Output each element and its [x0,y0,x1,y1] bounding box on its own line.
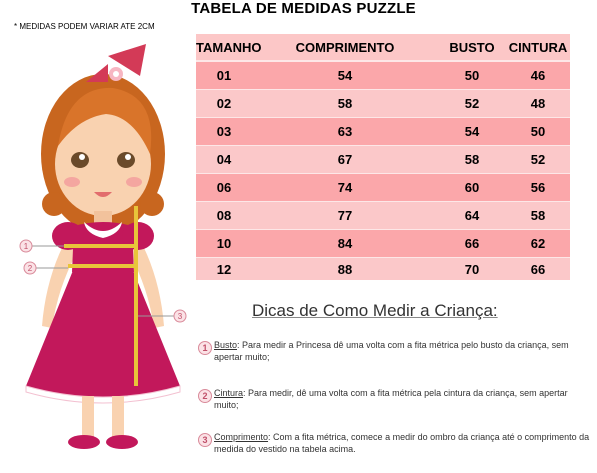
table-cell: 62 [530,236,546,251]
table-cell: 06 [216,180,232,195]
table-cell: 67 [337,152,353,167]
size-table: TAMANHO COMPRIMENTO BUSTO CINTURA 01 54 … [196,34,570,280]
table-row: 01 54 50 46 [196,62,570,89]
column-header: CINTURA [508,39,568,55]
column-header: TAMANHO [196,39,262,55]
table-row: 10 84 66 62 [196,230,570,257]
table-cell: 88 [337,261,353,277]
table-cell: 52 [464,96,480,111]
table-cell: 52 [530,152,546,167]
tip-keyword: Comprimento [214,432,269,442]
table-cell: 58 [464,152,480,167]
table-cell: 46 [530,68,546,83]
table-cell: 64 [464,208,480,223]
tip-text: Busto: Para medir a Princesa dê uma volt… [214,340,590,363]
table-row: 02 58 52 48 [196,90,570,117]
tip-description: : Para medir a Princesa dê uma volta com… [214,340,569,362]
table-cell: 84 [337,236,353,251]
table-cell: 54 [464,124,480,139]
table-row: 12 88 70 66 [196,258,570,280]
table-cell: 12 [216,261,232,277]
marker-2: 2 [28,264,33,273]
page-title: TABELA DE MEDIDAS PUZZLE [191,0,416,17]
table-cell: 74 [337,180,353,195]
table-cell: 50 [464,68,480,83]
table-cell: 60 [464,180,480,195]
marker-3: 3 [178,312,183,321]
tip-number-badge: 2 [198,389,212,403]
column-header: COMPRIMENTO [295,39,395,55]
tip-description: : Para medir, dê uma volta com a fita mé… [214,388,568,410]
tip-item-bust: 1 Busto: Para medir a Princesa dê uma vo… [198,340,590,363]
table-cell: 63 [337,124,353,139]
marker-1: 1 [24,242,29,251]
table-cell: 56 [530,180,546,195]
table-cell: 10 [216,236,232,251]
tips-title: Dicas de Como Medir a Criança: [252,301,498,320]
table-cell: 70 [464,261,480,277]
table-row: 04 67 58 52 [196,146,570,173]
measurement-note: * MEDIDAS PODEM VARIAR ATE 2CM [14,22,155,31]
tip-description: : Com a fita métrica, comece a medir do … [214,432,590,454]
tip-item-length: 3 Comprimento: Com a fita métrica, comec… [198,432,590,455]
tip-item-waist: 2 Cintura: Para medir, dê uma volta com … [198,388,590,411]
tip-number-badge: 3 [198,433,212,447]
table-cell: 08 [216,208,232,223]
table-cell: 54 [337,68,353,83]
table-cell: 58 [530,208,546,223]
table-header-row: TAMANHO COMPRIMENTO BUSTO CINTURA [196,34,570,60]
table-row: 03 63 54 50 [196,118,570,145]
column-header: BUSTO [449,39,495,55]
table-cell: 01 [216,68,232,83]
tip-keyword: Busto [214,340,238,350]
table-cell: 02 [216,96,232,111]
table-cell: 48 [530,96,546,111]
table-row: 08 77 64 58 [196,202,570,229]
girl-illustration: 1 2 3 [19,44,187,449]
table-row: 06 74 60 56 [196,174,570,201]
table-cell: 03 [216,124,232,139]
tip-text: Comprimento: Com a fita métrica, comece … [214,432,590,455]
tip-keyword: Cintura [214,388,244,398]
table-cell: 50 [530,124,546,139]
table-cell: 66 [464,236,480,251]
table-cell: 66 [530,261,546,277]
tip-number-badge: 1 [198,341,212,355]
tip-text: Cintura: Para medir, dê uma volta com a … [214,388,590,411]
table-cell: 77 [337,208,353,223]
table-cell: 58 [337,96,353,111]
table-cell: 04 [216,152,232,167]
